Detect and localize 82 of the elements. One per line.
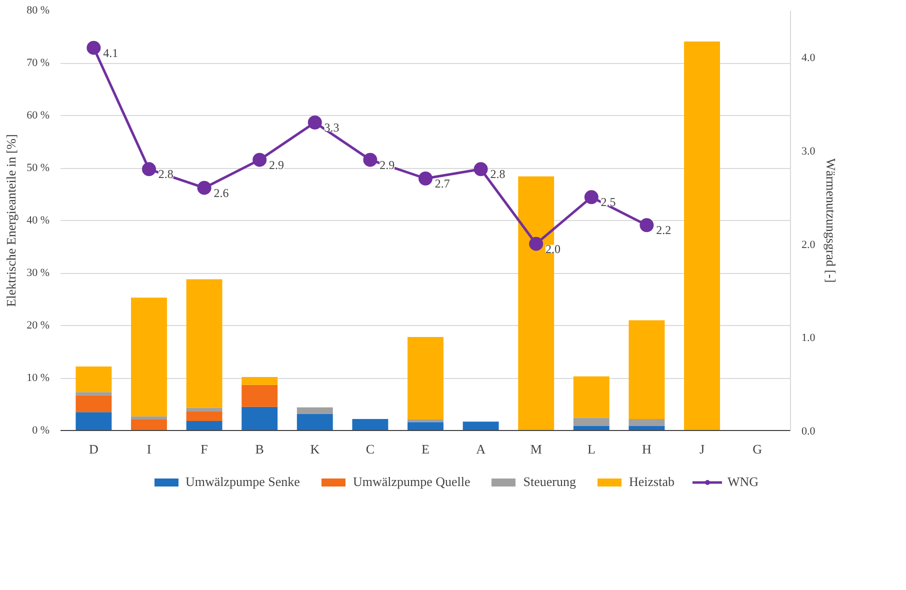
bar — [186, 421, 222, 430]
x-tick-label: G — [752, 442, 762, 456]
legend-label: Heizstab — [628, 474, 674, 490]
y2-tick-label: 1.0 — [802, 332, 816, 344]
bar — [242, 376, 278, 385]
bar — [76, 395, 112, 412]
bar — [76, 366, 112, 392]
x-tick-label: M — [530, 442, 542, 456]
bar — [242, 384, 278, 407]
bar — [186, 411, 222, 422]
y-tick-label: 40 % — [26, 214, 50, 226]
point — [197, 180, 212, 195]
x-tick-label: B — [255, 442, 264, 456]
point — [584, 190, 598, 204]
data-label: 2.7 — [434, 176, 450, 190]
y-tick-label: 70 % — [26, 57, 50, 69]
point — [418, 172, 432, 186]
y2-tick-label: 0.0 — [802, 426, 816, 438]
legend-label: Umwälzpumpe Quelle — [352, 474, 470, 490]
bar — [76, 392, 112, 396]
y-tick-label: 20 % — [26, 320, 50, 332]
point — [474, 162, 488, 176]
y2-tick-label: 3.0 — [802, 146, 816, 158]
data-label: 3.3 — [324, 120, 340, 134]
legend-label: Umwälzpumpe Senke — [185, 474, 300, 490]
bar — [573, 418, 610, 426]
data-label: 2.8 — [158, 167, 174, 182]
y-axis-title: Elektrische Energieanteile in [%] — [4, 134, 19, 307]
bar — [296, 407, 333, 414]
point — [363, 152, 378, 167]
data-label: 2.5 — [600, 195, 616, 210]
x-tick-label: C — [366, 442, 375, 456]
point — [86, 40, 101, 55]
bar — [628, 320, 665, 419]
y-tick-label: 60 % — [26, 110, 50, 122]
bar — [131, 298, 167, 416]
y2-tick-label: 4.0 — [802, 52, 816, 64]
point — [640, 218, 654, 232]
point — [252, 152, 267, 167]
bar — [408, 337, 444, 420]
bar — [628, 418, 665, 426]
y-tick-label: 10 % — [26, 372, 50, 384]
bar — [186, 279, 222, 408]
bar — [131, 416, 167, 420]
data-label: 4.1 — [103, 46, 118, 60]
bar — [684, 41, 720, 430]
y-tick-label: 50 % — [26, 162, 50, 174]
x-tick-label: J — [699, 442, 705, 456]
x-tick-label: A — [476, 442, 486, 456]
point — [142, 162, 156, 176]
data-label: 2.0 — [546, 242, 561, 256]
bar — [186, 408, 222, 412]
data-label: 2.6 — [214, 186, 229, 200]
x-tick-label: D — [88, 442, 98, 456]
data-label: 2.8 — [490, 167, 506, 182]
data-label: 2.2 — [656, 223, 672, 238]
bar — [296, 414, 333, 430]
legend-label: Steuerung — [523, 474, 576, 490]
point — [308, 116, 322, 130]
bar — [242, 406, 278, 430]
point — [529, 236, 544, 251]
bar — [76, 412, 112, 430]
bar — [462, 422, 499, 430]
bar — [408, 422, 444, 430]
data-label: 2.9 — [268, 158, 284, 172]
x-tick-label: H — [642, 442, 652, 456]
y2-axis-title: Wärmenutzungsgrad [-] — [823, 158, 838, 283]
x-tick-label: E — [422, 442, 430, 456]
x-tick-label: I — [146, 442, 152, 456]
y-tick-label: 0 % — [32, 424, 50, 436]
y-tick-label: 80 % — [26, 4, 50, 16]
x-tick-label: K — [310, 442, 320, 456]
bar — [131, 419, 167, 430]
bar — [352, 418, 388, 430]
y-tick-label: 30 % — [26, 267, 50, 279]
y2-tick-label: 2.0 — [802, 238, 816, 251]
bar — [573, 376, 610, 418]
data-label: 2.9 — [380, 158, 395, 172]
x-tick-label: L — [587, 442, 596, 456]
legend-label: WNG — [727, 474, 759, 490]
x-tick-label: F — [200, 442, 208, 456]
bar — [408, 419, 444, 422]
